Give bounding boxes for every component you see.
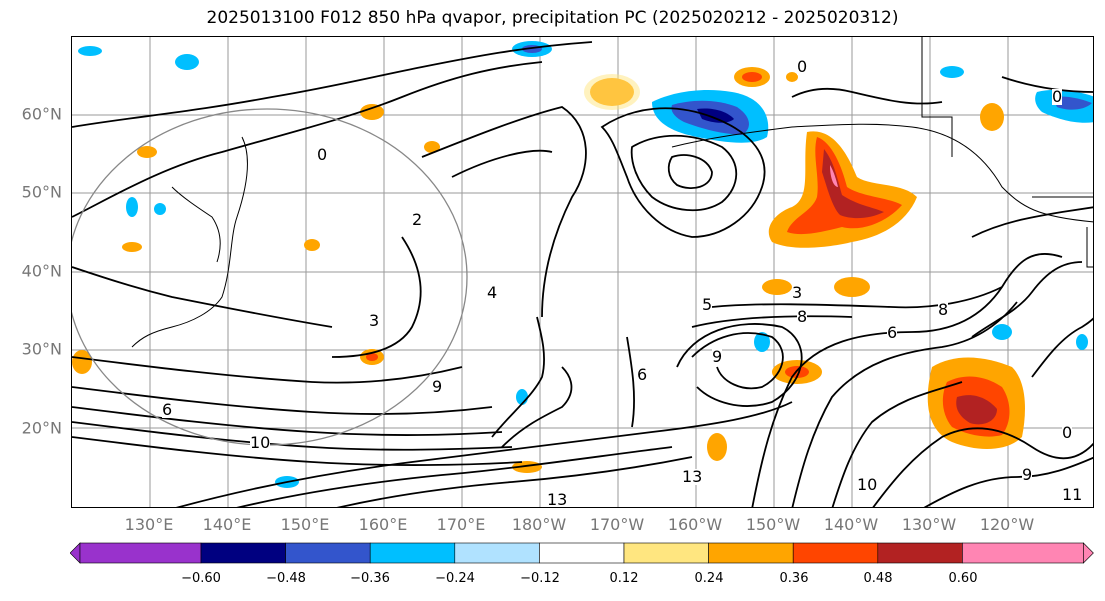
colorbar-extend-low xyxy=(70,542,81,564)
colorbar-segment xyxy=(200,542,286,564)
colorbar-tick: −0.36 xyxy=(350,571,390,586)
contour-label: 4 xyxy=(487,283,498,302)
contour-label: 10 xyxy=(250,433,271,452)
colorbar-segment xyxy=(623,542,709,564)
colorbar-segment xyxy=(962,542,1084,564)
coastlines xyxy=(131,37,1093,348)
colorbar-tick: 0.48 xyxy=(863,571,893,586)
colorbar-tick: 0.60 xyxy=(948,571,978,586)
colorbar-segment xyxy=(877,542,963,564)
lon-label: 130°E xyxy=(124,515,174,534)
lon-label: 170°E xyxy=(436,515,486,534)
lon-label: 170°W xyxy=(589,515,645,534)
contour-label: 3 xyxy=(369,311,380,330)
colorbar-tick: −0.48 xyxy=(266,571,306,586)
contour-label: 6 xyxy=(162,400,173,419)
lat-label: 60°N xyxy=(21,104,62,124)
map-panel: 0 0 0 0 2 3 3 4 5 6 6 6 8 8 9 9 9 10 10 … xyxy=(71,36,1094,508)
colorbar xyxy=(70,542,1094,564)
lon-label: 160°E xyxy=(358,515,408,534)
colorbar-tick: 0.12 xyxy=(609,571,639,586)
lon-label: 130°W xyxy=(901,515,957,534)
contour-label: 2 xyxy=(412,210,423,229)
contour-label: 10 xyxy=(857,475,878,494)
colorbar-extend-high xyxy=(1083,542,1094,564)
lon-label: 120°W xyxy=(979,515,1035,534)
colorbar-segment xyxy=(369,542,456,564)
contour-lines xyxy=(72,41,1093,507)
contour-label: 8 xyxy=(938,300,949,319)
colorbar-tick: −0.60 xyxy=(181,571,221,586)
contour-label: 9 xyxy=(432,377,443,396)
map-title: 2025013100 F012 850 hPa qvapor, precipit… xyxy=(206,8,899,28)
contour-label: 13 xyxy=(547,490,568,508)
precip-patches xyxy=(72,41,1093,488)
contour-label: 6 xyxy=(887,323,898,342)
colorbar-segment xyxy=(454,542,540,564)
lat-label: 30°N xyxy=(21,339,62,359)
contour-label: 6 xyxy=(637,365,648,384)
colorbar-segment xyxy=(792,542,879,564)
contour-label: 13 xyxy=(682,467,703,486)
colorbar-tick: 0.36 xyxy=(779,571,809,586)
lon-label: 150°W xyxy=(745,515,801,534)
colorbar-tick: 0.24 xyxy=(694,571,724,586)
colorbar-tick: −0.12 xyxy=(520,571,560,586)
lat-label: 40°N xyxy=(21,261,62,281)
contour-label: 9 xyxy=(712,347,723,366)
lon-label: 150°E xyxy=(280,515,330,534)
contour-label: 0 xyxy=(1062,423,1073,442)
contour-label: 0 xyxy=(317,145,328,164)
colorbar-segment xyxy=(285,542,371,564)
lat-label: 50°N xyxy=(21,182,62,202)
contour-label: 9 xyxy=(1022,465,1033,484)
colorbar-tick: −0.24 xyxy=(435,571,475,586)
colorbar-segment xyxy=(79,542,202,564)
contour-label: 3 xyxy=(792,283,803,302)
contour-label: 5 xyxy=(702,295,713,314)
contour-label: 0 xyxy=(1052,87,1063,106)
contour-label: 11 xyxy=(1062,485,1083,504)
colorbar-segment xyxy=(539,542,625,564)
map-canvas xyxy=(72,37,1093,507)
colorbar-segment xyxy=(708,542,794,564)
lon-label: 140°E xyxy=(202,515,252,534)
lat-label: 20°N xyxy=(21,418,62,438)
lon-label: 180°W xyxy=(511,515,567,534)
lon-label: 140°W xyxy=(823,515,879,534)
lon-label: 160°W xyxy=(667,515,723,534)
contour-label: 8 xyxy=(797,307,808,326)
contour-label: 0 xyxy=(797,57,808,76)
